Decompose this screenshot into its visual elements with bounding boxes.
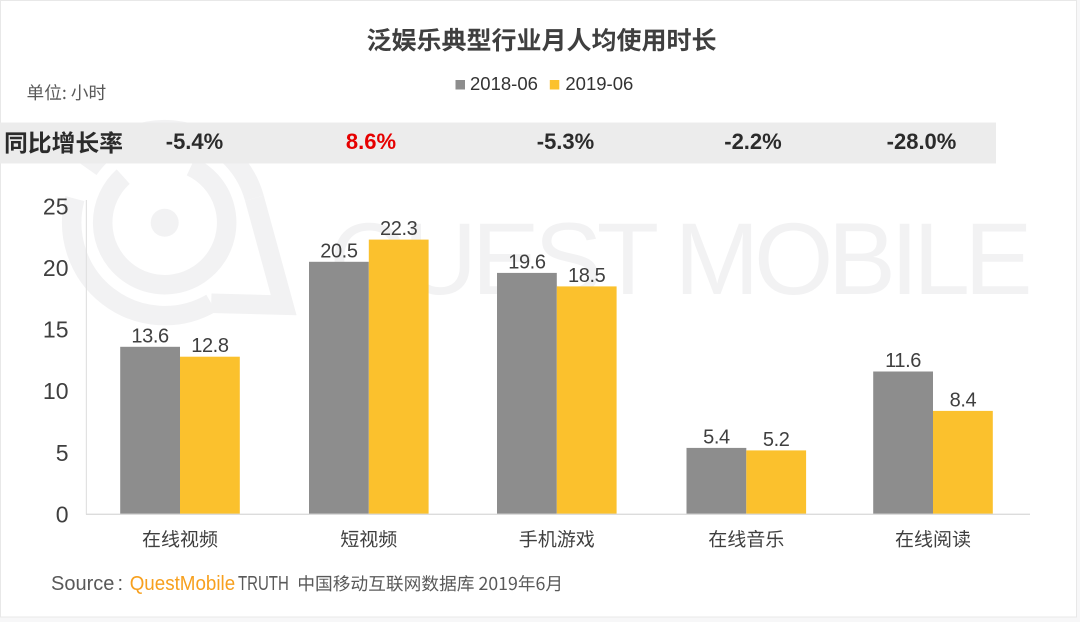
svg-text:2019-06: 2019-06 bbox=[565, 73, 633, 94]
svg-text:8.4: 8.4 bbox=[950, 389, 977, 411]
svg-text:20.5: 20.5 bbox=[320, 240, 358, 262]
svg-text:12.8: 12.8 bbox=[191, 335, 229, 357]
svg-text:-28.0%: -28.0% bbox=[887, 129, 957, 154]
svg-text::: : bbox=[118, 573, 124, 595]
svg-text:5: 5 bbox=[56, 440, 69, 466]
svg-text:-5.3%: -5.3% bbox=[537, 129, 594, 154]
svg-text:25: 25 bbox=[43, 193, 69, 219]
svg-text:2018-06: 2018-06 bbox=[470, 73, 538, 94]
svg-text:5.4: 5.4 bbox=[703, 426, 730, 448]
svg-text:QUEST MOBILE: QUEST MOBILE bbox=[330, 202, 1029, 316]
svg-text:QuestMobile: QuestMobile bbox=[130, 572, 235, 595]
svg-text:Source: Source bbox=[51, 573, 114, 595]
svg-text:-2.2%: -2.2% bbox=[724, 129, 781, 154]
svg-text:20: 20 bbox=[43, 255, 69, 281]
svg-text:19.6: 19.6 bbox=[508, 251, 546, 273]
svg-text:-5.4%: -5.4% bbox=[166, 129, 223, 154]
svg-text:10: 10 bbox=[43, 378, 69, 404]
svg-text:18.5: 18.5 bbox=[568, 265, 606, 287]
svg-text:8.6%: 8.6% bbox=[346, 129, 396, 154]
svg-text:TRUTH: TRUTH bbox=[238, 572, 289, 595]
svg-text:15: 15 bbox=[43, 317, 69, 343]
svg-text:0: 0 bbox=[56, 502, 69, 528]
svg-text:11.6: 11.6 bbox=[885, 350, 921, 372]
svg-text:13.6: 13.6 bbox=[131, 325, 169, 347]
svg-text:22.3: 22.3 bbox=[380, 218, 418, 240]
svg-text:5.2: 5.2 bbox=[763, 429, 790, 451]
